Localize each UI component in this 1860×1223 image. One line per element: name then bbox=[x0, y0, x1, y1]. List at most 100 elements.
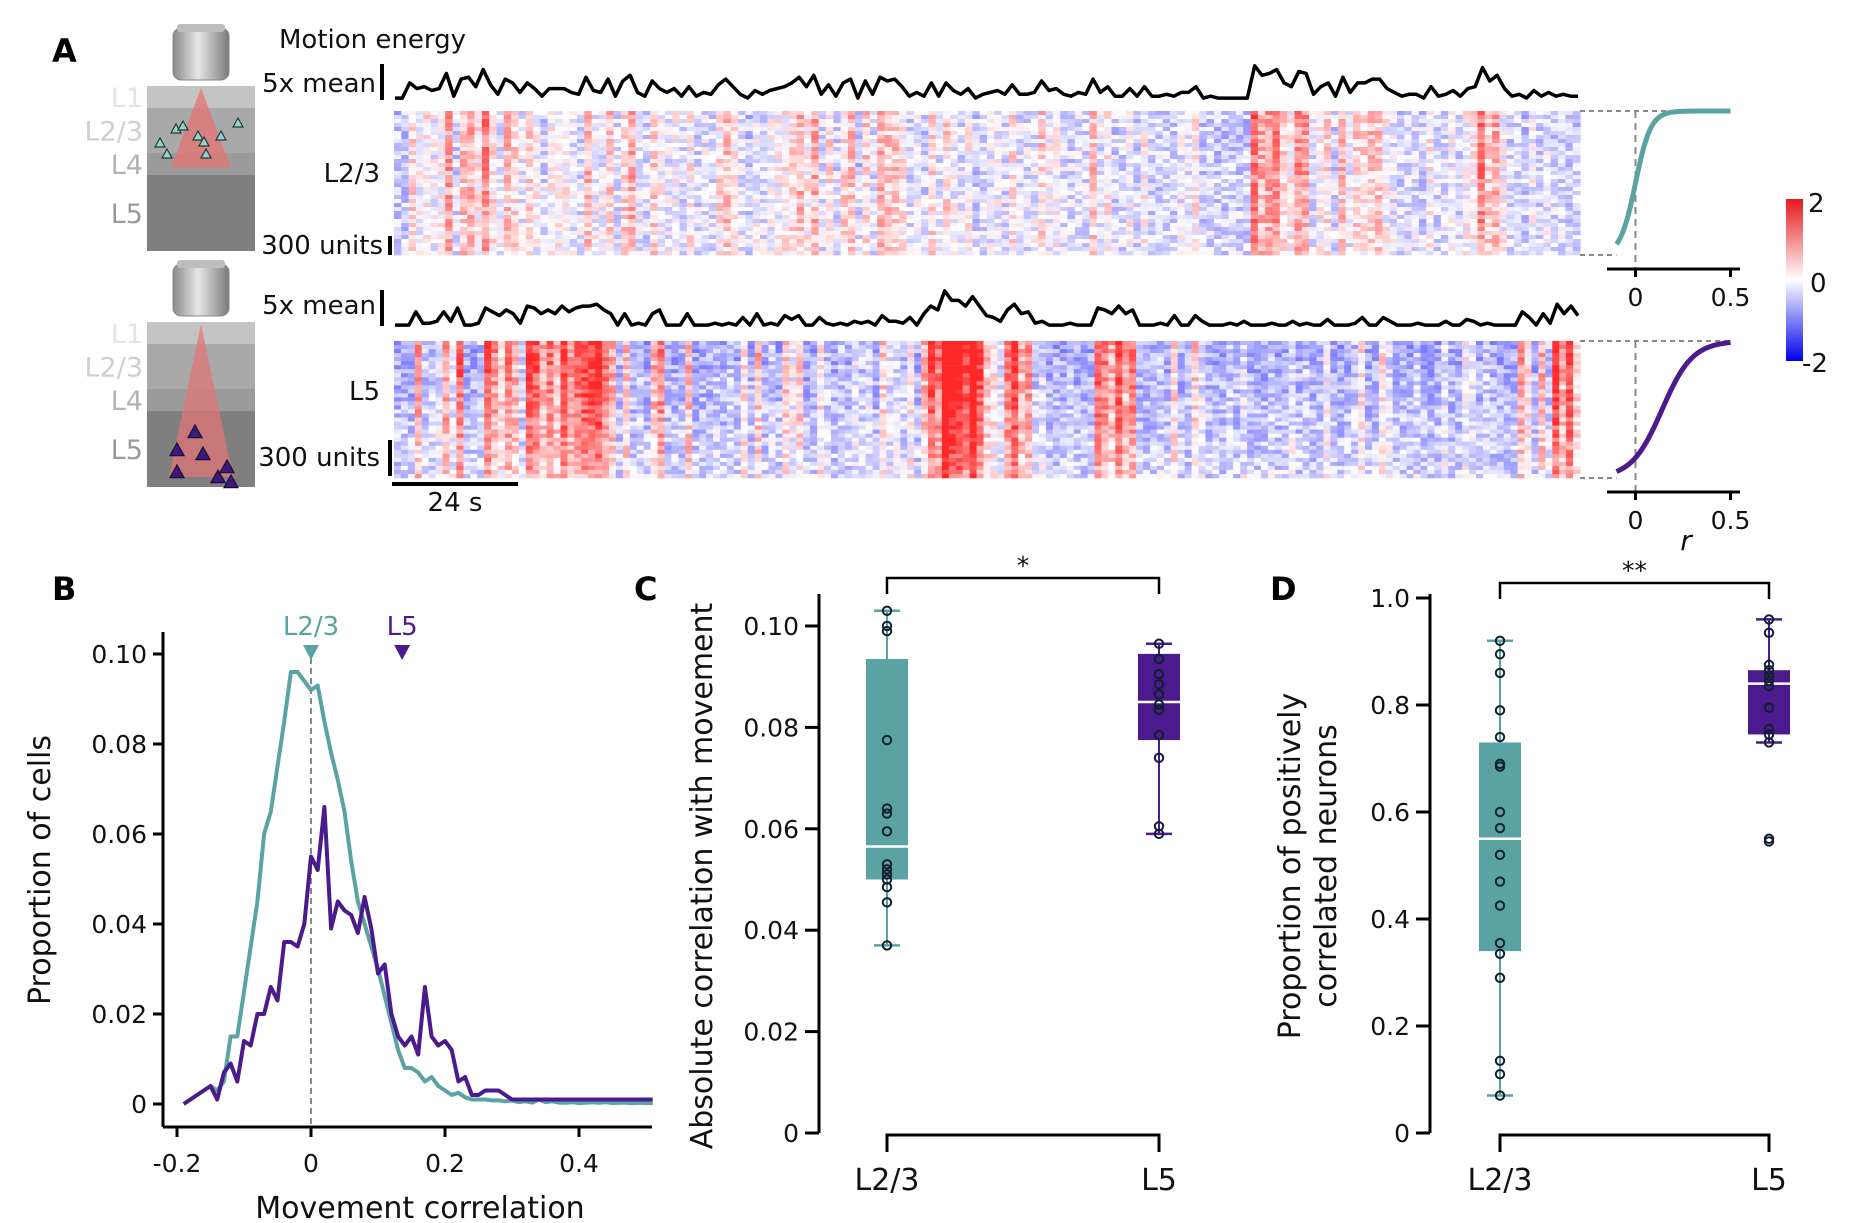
motion-trace-l5 bbox=[395, 289, 1580, 327]
data-point bbox=[1153, 668, 1165, 680]
neuron-icon bbox=[199, 147, 213, 159]
boxplot-absolute-correlation: 0 0.02 0.04 0.06 0.08 0.10 L2/3 L5 * Absolute cor… bbox=[685, 551, 1180, 1198]
objective-cap bbox=[177, 24, 225, 32]
data-point bbox=[1153, 704, 1165, 715]
objective-icon bbox=[172, 27, 230, 81]
neuron-icon bbox=[168, 441, 186, 457]
data-point bbox=[1763, 614, 1775, 625]
data-point bbox=[1494, 731, 1506, 743]
median-marker-icon bbox=[394, 645, 411, 660]
cdf-tick-label: 0 bbox=[1628, 283, 1644, 312]
x-axis bbox=[1498, 1133, 1771, 1152]
data-point bbox=[1494, 1055, 1506, 1066]
y-tick-label: 0.6 bbox=[1370, 798, 1410, 827]
y-axis-label: Proportion of cells bbox=[23, 735, 58, 1005]
box-l5 bbox=[1748, 614, 1790, 847]
panel-d: D 0 0.2 0.4 0.6 0.8 1.0 L2/3 L5 ** Proportion of … bbox=[1270, 556, 1790, 1198]
data-point bbox=[1763, 737, 1775, 748]
data-point bbox=[881, 859, 893, 870]
y-tick-label: 0.02 bbox=[91, 1000, 147, 1029]
row-label-l23: L2/3 bbox=[324, 159, 380, 189]
x-tick-label: L2/3 bbox=[1468, 1163, 1533, 1198]
data-point bbox=[1153, 828, 1165, 840]
y-tick-label: 0.4 bbox=[1370, 905, 1410, 934]
neuron-icon bbox=[209, 468, 227, 484]
data-point bbox=[1494, 1090, 1506, 1101]
row-label-l5: L5 bbox=[349, 377, 380, 407]
data-point bbox=[1153, 699, 1165, 710]
cdf-l5: 0 0.5 bbox=[1580, 340, 1751, 535]
data-point bbox=[1494, 705, 1506, 716]
significance-marker: * bbox=[1017, 551, 1030, 580]
data-point bbox=[1153, 679, 1165, 690]
y-tick-label: 0 bbox=[783, 1119, 799, 1148]
panel-c-label: C bbox=[634, 570, 657, 608]
data-point bbox=[1494, 761, 1506, 772]
box-iqr bbox=[866, 658, 908, 880]
layer-label: L5 bbox=[111, 199, 143, 230]
layer-label: L1 bbox=[111, 319, 143, 350]
x-tick-label: L5 bbox=[1751, 1163, 1787, 1198]
heatmap-l5 bbox=[394, 341, 1581, 479]
neuron-icon bbox=[191, 129, 205, 141]
data-point bbox=[881, 864, 893, 875]
significance-bracket bbox=[885, 576, 1161, 594]
series-line-l2-3 bbox=[182, 670, 653, 1106]
series-line-l5 bbox=[182, 805, 653, 1106]
motion-scale-label-top: 5x mean bbox=[262, 69, 376, 99]
data-point bbox=[1763, 665, 1775, 676]
median-marker-label: L5 bbox=[387, 612, 418, 642]
y-tick-label: 0 bbox=[131, 1090, 147, 1119]
data-point bbox=[1494, 822, 1506, 834]
data-point bbox=[1494, 948, 1506, 959]
y-tick-label: 0.04 bbox=[91, 910, 147, 939]
motion-energy-title: Motion energy bbox=[279, 25, 466, 55]
data-point bbox=[1763, 659, 1775, 671]
data-point bbox=[881, 940, 893, 951]
data-point bbox=[881, 869, 893, 880]
heatmap-l23 bbox=[394, 111, 1581, 256]
layer-label: L2/3 bbox=[85, 353, 144, 384]
excitation-cone bbox=[169, 324, 233, 477]
median-marker-label: L2/3 bbox=[283, 612, 339, 642]
y-axis-label: Proportion of positively bbox=[1273, 693, 1308, 1040]
data-point bbox=[881, 808, 893, 819]
cdf-curve bbox=[1615, 340, 1731, 474]
layer-label: L4 bbox=[111, 150, 143, 181]
cdf-curve bbox=[1614, 108, 1731, 246]
y-tick-label: 0.10 bbox=[91, 640, 147, 669]
layer-label: L5 bbox=[111, 435, 143, 466]
panel-b-label: B bbox=[52, 570, 76, 608]
data-point bbox=[1763, 627, 1775, 638]
units-scale-label-top: 300 units bbox=[261, 231, 383, 261]
x-axis bbox=[885, 1133, 1161, 1152]
motion-trace-l23 bbox=[395, 64, 1578, 100]
neuron-icon bbox=[231, 116, 245, 128]
units-scale-label-bottom: 300 units bbox=[258, 443, 380, 473]
neuron-icon bbox=[197, 135, 211, 147]
data-point bbox=[1763, 836, 1775, 847]
data-point bbox=[881, 625, 893, 637]
x-tick-label: L5 bbox=[1141, 1163, 1177, 1198]
panel-b: B 0 0.02 0.04 0.06 0.08 0.10 -0.2 0 0.2 0.4 Moveme… bbox=[23, 570, 653, 1223]
x-tick-label: L2/3 bbox=[855, 1163, 920, 1198]
cdf-tick-label: 0.5 bbox=[1711, 506, 1751, 535]
box-l2-3 bbox=[1479, 635, 1521, 1101]
y-tick-label: 0 bbox=[1394, 1119, 1410, 1148]
motion-scale-label-bottom: 5x mean bbox=[262, 291, 376, 321]
data-point bbox=[1763, 681, 1775, 692]
box-iqr bbox=[1748, 670, 1790, 735]
neuron-icon bbox=[186, 423, 204, 439]
box-iqr bbox=[1479, 742, 1521, 952]
y-tick-label: 0.06 bbox=[743, 815, 799, 844]
y-tick-label: 0.10 bbox=[743, 612, 799, 641]
data-point bbox=[1494, 635, 1506, 646]
colorbar-tick-zero: 0 bbox=[1810, 269, 1827, 299]
x-tick-label: 0.4 bbox=[559, 1149, 599, 1178]
data-point bbox=[1494, 900, 1506, 911]
data-point bbox=[1494, 806, 1506, 818]
y-tick-label: 0.06 bbox=[91, 820, 147, 849]
x-axis-label: Movement correlation bbox=[255, 1191, 584, 1223]
